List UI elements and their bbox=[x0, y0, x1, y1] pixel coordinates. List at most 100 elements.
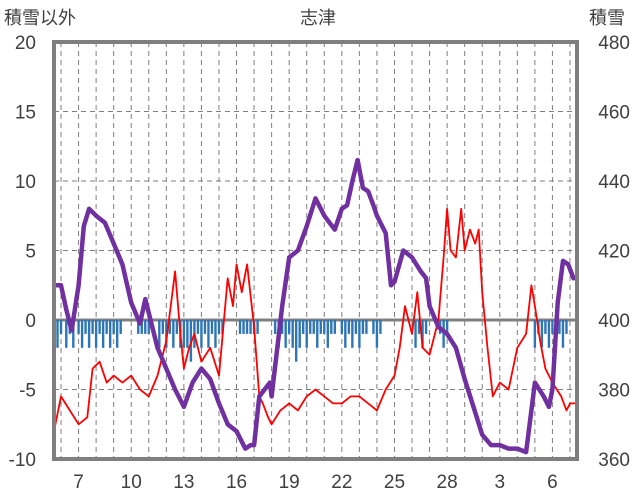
precipitation-bars bbox=[56, 320, 568, 362]
precipitation-bar bbox=[207, 320, 210, 348]
precipitation-bar bbox=[326, 320, 329, 348]
precipitation-bar bbox=[98, 320, 101, 334]
precipitation-bar bbox=[533, 320, 537, 348]
precipitation-bar bbox=[168, 320, 172, 334]
precipitation-bar bbox=[323, 320, 326, 334]
precipitation-bar bbox=[551, 320, 554, 334]
precipitation-bar bbox=[105, 320, 108, 334]
precipitation-bar bbox=[294, 320, 298, 362]
precipitation-bar bbox=[119, 320, 122, 334]
precipitation-bar bbox=[144, 320, 147, 334]
x-tick-label: 25 bbox=[384, 472, 405, 493]
line-layer bbox=[51, 157, 577, 455]
precipitation-bar bbox=[540, 320, 544, 348]
precipitation-bar bbox=[372, 320, 375, 334]
precipitation-bar bbox=[302, 320, 305, 334]
y-right-tick-label: 400 bbox=[598, 311, 630, 332]
precipitation-bar bbox=[147, 320, 150, 334]
x-tick-label: 6 bbox=[547, 472, 558, 493]
y-left-tick-label: 10 bbox=[15, 172, 36, 193]
precipitation-bar bbox=[347, 320, 351, 334]
precipitation-bar bbox=[172, 320, 175, 348]
precipitation-bar bbox=[354, 320, 358, 334]
precipitation-bar bbox=[140, 320, 143, 334]
x-tick-label: 22 bbox=[331, 472, 352, 493]
precipitation-bar bbox=[280, 320, 284, 334]
precipitation-bar bbox=[245, 320, 249, 334]
precipitation-bar bbox=[316, 320, 319, 348]
x-tick-label: 7 bbox=[73, 472, 84, 493]
precipitation-bar bbox=[424, 320, 428, 334]
y-left-tick-label: -5 bbox=[19, 381, 36, 402]
precipitation-bar bbox=[561, 320, 565, 348]
precipitation-bar bbox=[361, 320, 365, 334]
y-right-tick-label: 380 bbox=[598, 381, 630, 402]
precipitation-bar bbox=[312, 320, 315, 334]
precipitation-bar bbox=[101, 320, 105, 348]
precipitation-bar bbox=[77, 320, 80, 334]
precipitation-bar bbox=[200, 320, 203, 348]
precipitation-bar bbox=[351, 320, 354, 348]
temperature-line bbox=[53, 207, 577, 433]
precipitation-bar bbox=[319, 320, 322, 334]
plot-frame bbox=[52, 40, 579, 461]
precipitation-bar bbox=[115, 320, 119, 348]
precipitation-bar bbox=[417, 320, 421, 334]
precipitation-bar bbox=[94, 320, 98, 348]
precipitation-bar bbox=[287, 320, 291, 334]
y-right-tick-label: 440 bbox=[598, 172, 630, 193]
precipitation-bar bbox=[305, 320, 308, 348]
precipitation-bar bbox=[256, 320, 259, 334]
precipitation-bar bbox=[84, 320, 87, 334]
grid-layer bbox=[54, 42, 577, 459]
x-tick-label: 19 bbox=[279, 472, 300, 493]
precipitation-bar bbox=[344, 320, 347, 348]
precipitation-bar bbox=[330, 320, 333, 334]
precipitation-bar bbox=[91, 320, 94, 334]
precipitation-bar bbox=[112, 320, 115, 334]
precipitation-bar bbox=[210, 320, 214, 334]
precipitation-bar bbox=[558, 320, 561, 334]
y-left-tick-label: 5 bbox=[25, 242, 36, 263]
precipitation-bar bbox=[565, 320, 568, 334]
precipitation-bar bbox=[340, 320, 344, 334]
precipitation-bar bbox=[379, 320, 382, 334]
precipitation-bar bbox=[375, 320, 379, 348]
snow-depth-line bbox=[51, 157, 576, 455]
precipitation-bar bbox=[65, 320, 68, 348]
y-right-tick-label: 480 bbox=[598, 33, 630, 54]
precipitation-bar bbox=[217, 320, 221, 334]
precipitation-bar bbox=[196, 320, 200, 334]
y-right-tick-label: 360 bbox=[598, 450, 630, 471]
precipitation-bar bbox=[238, 320, 242, 334]
y-left-tick-label: 0 bbox=[25, 311, 36, 332]
y-right-tick-label: 460 bbox=[598, 103, 630, 124]
precipitation-bar bbox=[365, 320, 368, 334]
y-right-tick-label: 420 bbox=[598, 242, 630, 263]
precipitation-bar bbox=[291, 320, 294, 348]
y-left-tick-label: -10 bbox=[9, 450, 36, 471]
precipitation-bar bbox=[298, 320, 301, 348]
precipitation-bar bbox=[414, 320, 417, 348]
x-tick-label: 16 bbox=[226, 472, 247, 493]
precipitation-bar bbox=[421, 320, 424, 348]
precipitation-bar bbox=[108, 320, 112, 348]
precipitation-bar bbox=[87, 320, 91, 348]
x-tick-label: 10 bbox=[121, 472, 142, 493]
x-tick-label: 3 bbox=[494, 472, 505, 493]
precipitation-bar bbox=[273, 320, 277, 334]
precipitation-bar bbox=[333, 320, 337, 334]
tick-label-layer: 20 15 10 5 0 -5 -10 480 460 440 420 400 380 360 7 10 13 1… bbox=[9, 33, 630, 493]
precipitation-bar bbox=[182, 320, 186, 348]
precipitation-bar bbox=[242, 320, 245, 334]
precipitation-bar bbox=[158, 320, 161, 348]
precipitation-bar bbox=[284, 320, 287, 348]
precipitation-bar bbox=[309, 320, 312, 334]
precipitation-bar bbox=[137, 320, 140, 334]
precipitation-bar bbox=[547, 320, 551, 348]
precipitation-bar bbox=[203, 320, 207, 334]
precipitation-bar bbox=[445, 320, 449, 334]
precipitation-bar bbox=[56, 320, 59, 348]
right-axis-label: 積雪 bbox=[589, 8, 625, 29]
y-left-tick-label: 20 bbox=[15, 33, 36, 54]
